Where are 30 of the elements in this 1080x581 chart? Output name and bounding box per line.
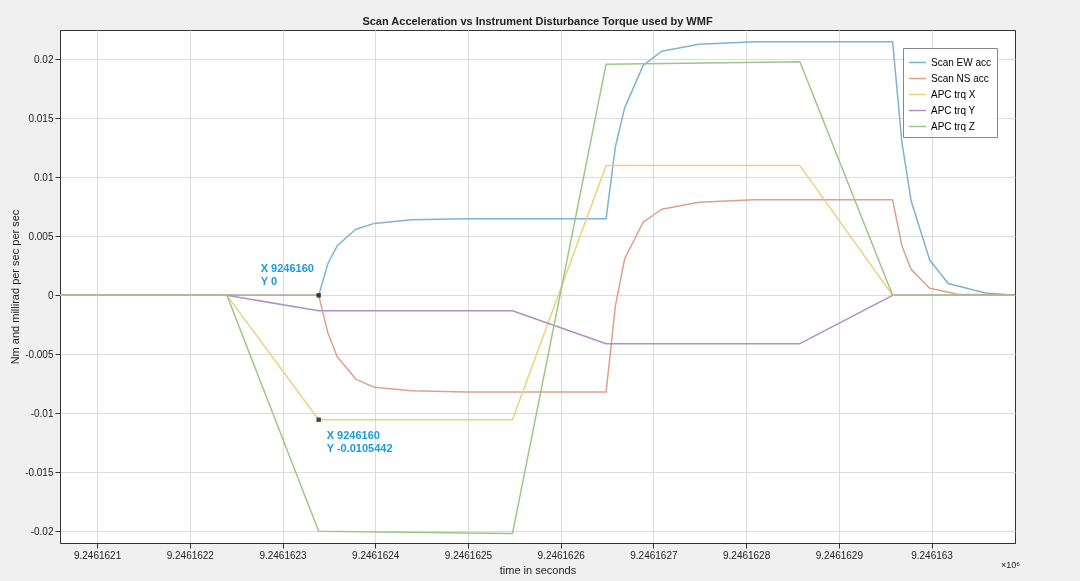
annotation: X 9246160 Y -0.0105442	[326, 428, 393, 454]
y-axis-title: Nm and millirad per sec per sec	[9, 209, 22, 365]
legend-label: APC trq Y	[931, 104, 976, 116]
text: ×10⁶	[1001, 560, 1020, 570]
x-axis-title: time in seconds	[499, 563, 577, 576]
y-tick-label: 0	[47, 289, 54, 301]
legend-label: Scan EW acc	[931, 56, 992, 68]
y-tick-label: -0.02	[30, 525, 54, 537]
x-tick-label: 9.2461629	[815, 549, 864, 561]
x-tick-label: 9.2461627	[630, 549, 678, 561]
y-tick-label: 0.015	[28, 112, 54, 124]
x-tick-label: 9.2461628	[722, 549, 771, 561]
x-tick-label: 9.2461625	[444, 549, 493, 561]
legend-label: APC trq Z	[931, 120, 975, 132]
y-tick-label: 0.01	[34, 171, 54, 183]
y-tick-label: -0.01	[30, 407, 54, 419]
y-tick-label: 0.02	[34, 53, 54, 65]
x-tick-label: 9.2461623	[259, 549, 308, 561]
legend-label: APC trq X	[931, 88, 976, 100]
y-tick-label: -0.005	[25, 348, 54, 360]
x-tick-label: 9.2461621	[73, 549, 122, 561]
legend-label: Scan NS acc	[931, 72, 989, 84]
annotation: X 9246160 Y 0	[260, 262, 314, 288]
x-tick-label: 9.2461626	[537, 549, 586, 561]
x-tick-label: 9.246163	[911, 549, 954, 561]
y-tick-label: -0.015	[25, 466, 54, 478]
y-tick-label: 0.005	[28, 230, 54, 242]
x-tick-label: 9.2461624	[352, 549, 400, 561]
chart-title: Scan Acceleration vs Instrument Disturbance Torque used by WMF	[362, 15, 713, 27]
x-tick-label: 9.2461622	[166, 549, 215, 561]
